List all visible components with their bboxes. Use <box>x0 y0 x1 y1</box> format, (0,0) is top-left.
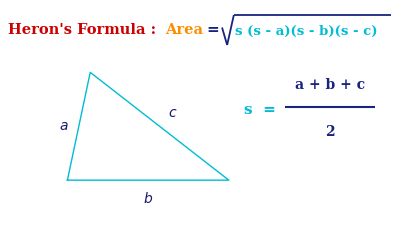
Text: c: c <box>168 106 176 120</box>
Text: a + b + c: a + b + c <box>295 78 365 92</box>
Text: s (s - a)(s - b)(s - c): s (s - a)(s - b)(s - c) <box>235 25 377 38</box>
Text: a: a <box>59 119 68 133</box>
Text: b: b <box>144 192 152 206</box>
Text: Area: Area <box>165 23 203 37</box>
Text: s  =: s = <box>244 103 275 117</box>
Text: =: = <box>206 23 219 37</box>
Text: Heron's Formula :: Heron's Formula : <box>8 23 161 37</box>
Text: 2: 2 <box>325 126 335 140</box>
